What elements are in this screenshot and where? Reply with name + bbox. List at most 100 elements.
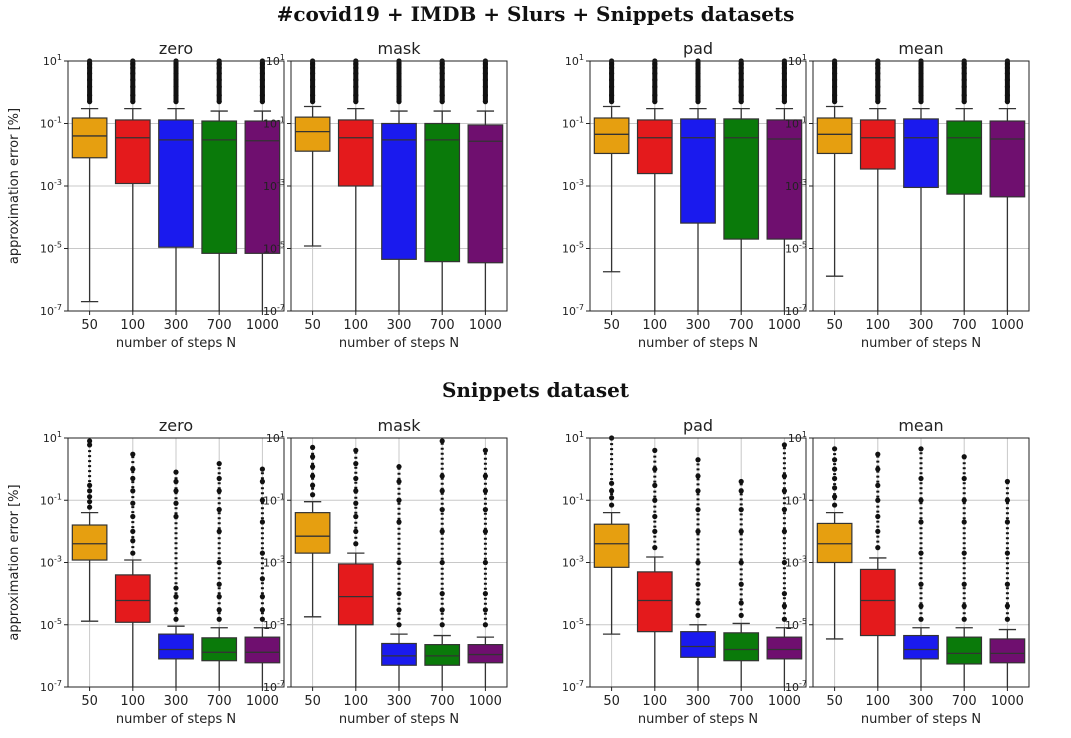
box-50 [593, 435, 630, 635]
x-tick-label: 100 [865, 318, 890, 333]
box-iqr [294, 512, 331, 554]
box-1000 [467, 447, 504, 687]
y-axis-label: approximation error [%] [7, 484, 22, 640]
box-iqr [158, 119, 194, 248]
x-tick-label: 50 [81, 694, 98, 709]
y-tick-label: 10-1 [40, 116, 62, 131]
box-700 [424, 58, 461, 311]
x-axis-label: number of steps N [638, 712, 758, 727]
y-tick-label: 101 [565, 53, 584, 68]
box-iqr [381, 122, 417, 260]
y-axis-label: approximation error [%] [7, 108, 22, 264]
box-iqr [71, 117, 108, 159]
box-iqr [766, 636, 803, 660]
box-iqr [114, 119, 151, 185]
y-tick-label: 101 [266, 53, 285, 68]
x-axis-label: number of steps N [861, 336, 981, 351]
y-tick-label: 10-7 [263, 679, 285, 694]
box-iqr [201, 637, 238, 662]
panel-0-mask: mask 101 10-1 10-3 10-5 10-7 50 100 300 700 1000 nu… [263, 39, 508, 351]
panel-title: mean [898, 39, 943, 58]
box-300 [158, 469, 194, 687]
box-iqr [989, 638, 1026, 664]
outlier [781, 442, 788, 448]
box-100 [337, 58, 374, 311]
x-tick-label: 700 [952, 318, 977, 333]
box-iqr [859, 119, 896, 170]
x-tick-label: 700 [207, 694, 232, 709]
x-tick-label: 50 [304, 318, 321, 333]
x-tick-label: 50 [81, 318, 98, 333]
box-iqr [989, 120, 1026, 198]
outlier [875, 466, 881, 472]
x-tick-label: 1000 [246, 694, 279, 709]
x-tick-label: 50 [826, 694, 843, 709]
box-100 [859, 58, 896, 311]
y-tick-label: 10-7 [785, 679, 807, 694]
outlier [130, 451, 136, 457]
box-50 [816, 446, 853, 640]
x-tick-label: 300 [387, 318, 412, 333]
x-tick-label: 700 [729, 318, 754, 333]
box-iqr [158, 633, 194, 660]
outlier [173, 488, 179, 494]
box-iqr [903, 634, 939, 660]
box-iqr [593, 523, 630, 568]
x-tick-label: 700 [207, 318, 232, 333]
y-tick-label: 10-1 [263, 492, 285, 507]
box-300 [680, 58, 716, 311]
x-tick-label: 100 [120, 694, 145, 709]
y-tick-label: 10-1 [785, 492, 807, 507]
panel-0-mean: mean 101 10-1 10-3 10-5 10-7 50 100 300 700 1000 nu… [785, 39, 1030, 351]
box-300 [680, 457, 716, 687]
box-50 [71, 58, 108, 303]
x-tick-label: 300 [164, 318, 189, 333]
section-title-snippets: Snippets dataset [441, 378, 630, 402]
x-tick-label: 1000 [246, 318, 279, 333]
box-iqr [680, 631, 716, 658]
panel-1-pad: pad 101 10-1 10-3 10-5 10-7 50 100 300 700 1000 num… [562, 416, 807, 727]
x-tick-label: 700 [952, 694, 977, 709]
x-tick-label: 50 [826, 318, 843, 333]
box-iqr [723, 118, 760, 240]
box-iqr [903, 118, 939, 189]
outlier [482, 447, 488, 453]
y-tick-label: 10-7 [40, 303, 62, 318]
y-tick-label: 10-5 [263, 617, 285, 632]
box-iqr [946, 636, 983, 665]
panel-0-zero: zero 101 10-1 10-3 10-5 10-7 50 100 300 700 1000 nu… [7, 39, 285, 351]
box-700 [723, 58, 760, 311]
box-1000 [766, 58, 803, 311]
box-iqr [114, 574, 151, 623]
x-tick-label: 1000 [469, 318, 502, 333]
box-700 [723, 478, 760, 687]
box-iqr [294, 116, 331, 152]
y-tick-label: 10-5 [40, 241, 62, 256]
panel-title: mask [378, 416, 422, 435]
box-iqr [636, 119, 673, 175]
box-iqr [946, 120, 983, 195]
x-tick-label: 100 [642, 318, 667, 333]
box-iqr [816, 522, 853, 564]
x-axis-label: number of steps N [339, 336, 459, 351]
panel-1-zero: zero 101 10-1 10-3 10-5 10-7 50 100 300 700 1000 nu… [7, 416, 285, 727]
panel-0-pad: pad 101 10-1 10-3 10-5 10-7 50 100 300 700 1000 num… [562, 39, 807, 351]
box-iqr [337, 119, 374, 187]
y-tick-label: 10-3 [40, 555, 62, 570]
box-700 [946, 58, 983, 311]
y-tick-label: 10-3 [562, 555, 584, 570]
outlier [781, 488, 788, 494]
box-1000 [244, 58, 281, 311]
box-iqr [680, 118, 716, 224]
panel-title: pad [683, 416, 713, 435]
x-tick-label: 300 [686, 694, 711, 709]
box-iqr [381, 642, 417, 666]
box-1000 [989, 58, 1026, 311]
box-1000 [244, 466, 281, 687]
x-axis-label: number of steps N [116, 336, 236, 351]
box-300 [903, 58, 939, 311]
x-tick-label: 700 [729, 694, 754, 709]
x-tick-label: 300 [909, 318, 934, 333]
box-50 [593, 58, 630, 273]
